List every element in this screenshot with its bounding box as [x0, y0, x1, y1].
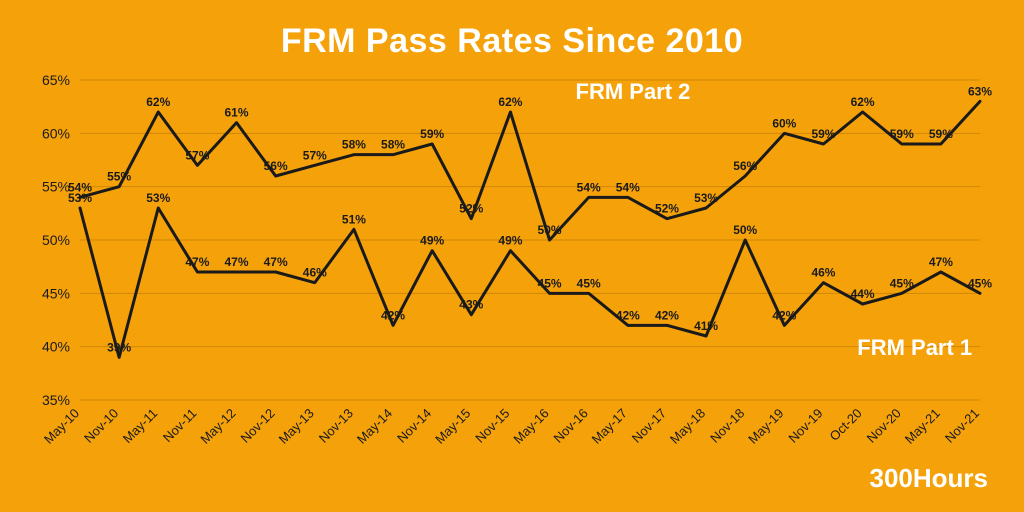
x-tick-label: Nov-14: [394, 406, 434, 446]
x-tick-label: Nov-10: [81, 406, 121, 446]
x-tick-label: May-15: [432, 406, 473, 447]
x-tick-label: May-21: [902, 406, 943, 447]
point-label: 60%: [772, 116, 796, 130]
point-label: 43%: [459, 298, 483, 312]
x-tick-label: Nov-13: [316, 406, 356, 446]
point-label: 53%: [694, 191, 718, 205]
x-tick-label: Nov-11: [160, 406, 200, 446]
x-tick-label: Nov-20: [864, 406, 904, 446]
y-tick-label: 55%: [42, 179, 70, 195]
y-tick-label: 65%: [42, 72, 70, 88]
x-tick-label: Nov-15: [472, 406, 512, 446]
x-tick-label: May-12: [197, 406, 238, 447]
point-label: 52%: [655, 202, 679, 216]
point-label: 47%: [264, 255, 288, 269]
point-label: 63%: [968, 84, 992, 98]
point-label: 56%: [733, 159, 757, 173]
point-label: 45%: [968, 276, 992, 290]
point-label: 62%: [146, 95, 170, 109]
point-label: 49%: [420, 234, 444, 248]
x-tick-label: Nov-21: [942, 406, 982, 446]
point-label: 62%: [851, 95, 875, 109]
point-label: 58%: [342, 138, 366, 152]
point-label: 46%: [811, 266, 835, 280]
point-label: 45%: [890, 276, 914, 290]
point-label: 47%: [225, 255, 249, 269]
point-label: 44%: [851, 287, 875, 301]
chart-title: FRM Pass Rates Since 2010: [0, 22, 1024, 61]
y-tick-label: 60%: [42, 125, 70, 141]
point-label: 50%: [538, 223, 562, 237]
point-label: 51%: [342, 212, 366, 226]
x-tick-label: May-11: [120, 406, 161, 447]
y-tick-label: 40%: [42, 339, 70, 355]
x-tick-label: Oct-20: [827, 406, 865, 444]
x-tick-label: Nov-16: [551, 406, 591, 446]
x-tick-label: May-17: [589, 406, 630, 447]
point-label: 54%: [616, 180, 640, 194]
point-label: 42%: [381, 308, 405, 322]
point-label: 56%: [264, 159, 288, 173]
point-label: 53%: [146, 191, 170, 205]
point-label: 59%: [420, 127, 444, 141]
point-label: 62%: [498, 95, 522, 109]
series-label-frm-part-1: FRM Part 1: [857, 335, 972, 360]
point-label: 47%: [929, 255, 953, 269]
x-tick-label: May-10: [41, 406, 82, 447]
point-label: 39%: [107, 340, 131, 354]
point-label: 49%: [498, 234, 522, 248]
x-tick-label: May-18: [667, 406, 708, 447]
point-label: 46%: [303, 266, 327, 280]
point-label: 59%: [811, 127, 835, 141]
brand-watermark: 300Hours: [870, 463, 989, 494]
point-label: 54%: [577, 180, 601, 194]
x-tick-label: May-19: [745, 406, 786, 447]
point-label: 41%: [694, 319, 718, 333]
point-label: 50%: [733, 223, 757, 237]
point-label: 42%: [655, 308, 679, 322]
x-tick-label: May-16: [510, 406, 551, 447]
x-tick-label: Nov-19: [785, 406, 825, 446]
x-tick-label: Nov-12: [238, 406, 278, 446]
point-label: 59%: [929, 127, 953, 141]
point-label: 55%: [107, 170, 131, 184]
x-tick-label: May-14: [354, 406, 395, 447]
point-label: 61%: [225, 106, 249, 120]
point-label: 42%: [616, 308, 640, 322]
y-tick-label: 35%: [42, 392, 70, 408]
y-tick-label: 50%: [42, 232, 70, 248]
point-label: 54%: [68, 180, 92, 194]
series-label-frm-part-2: FRM Part 2: [576, 79, 691, 104]
pass-rate-line-chart: 35%40%45%50%55%60%65%May-10Nov-10May-11N…: [0, 0, 1024, 512]
y-tick-label: 45%: [42, 285, 70, 301]
point-label: 52%: [459, 202, 483, 216]
point-label: 57%: [303, 148, 327, 162]
series-line-frm-part-2: [80, 101, 980, 240]
x-tick-label: Nov-17: [629, 406, 669, 446]
point-label: 47%: [185, 255, 209, 269]
x-tick-label: Nov-18: [707, 406, 747, 446]
point-label: 45%: [538, 276, 562, 290]
point-label: 42%: [772, 308, 796, 322]
point-label: 57%: [185, 148, 209, 162]
point-label: 58%: [381, 138, 405, 152]
point-label: 59%: [890, 127, 914, 141]
x-tick-label: May-13: [276, 406, 317, 447]
series-line-frm-part-1: [80, 208, 980, 357]
point-label: 45%: [577, 276, 601, 290]
